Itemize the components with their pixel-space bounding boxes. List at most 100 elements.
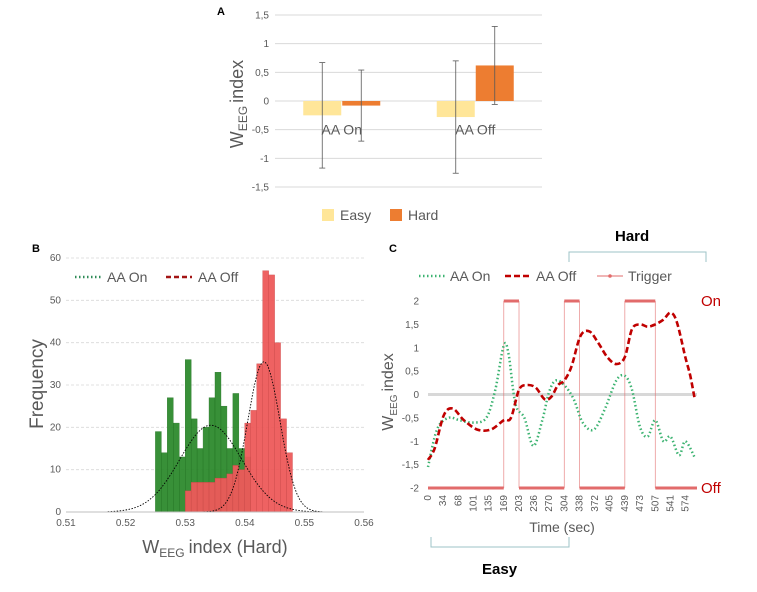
panel-b-histogram-bar [190, 482, 198, 513]
panel-c-x-tick-label: 405 [605, 495, 616, 512]
panel-c-off-label: Off [701, 480, 722, 497]
panel-a-legend: Easy Hard [322, 207, 438, 223]
panel-c-x-tick-label: 439 [620, 495, 631, 512]
panel-a-y-tick-label: -0,5 [252, 125, 270, 136]
panel-a-category-label: AA Off [455, 122, 495, 138]
panel-b-histogram-bar [196, 482, 204, 513]
panel-a-y-tick-label: -1 [260, 154, 269, 165]
panel-c-y-tick-label: 2 [413, 297, 419, 308]
panel-c-x-tick-label: 541 [666, 495, 677, 512]
panel-b-axes: 60 50 40 30 20 10 00.51 0.52 0.53 0.54 0.55 0.56 [50, 253, 374, 529]
panel-c-easy-bracket [430, 537, 570, 548]
panel-b-histogram-bar [155, 431, 162, 513]
panel-a-y-tick-label: 0,5 [255, 68, 269, 79]
panel-b-fit-curve [107, 424, 328, 513]
panel-a-legend-swatch [390, 209, 402, 221]
panel-a-y-tick-label: 1,5 [255, 11, 269, 22]
panel-b-x-tick-label: 0.53 [175, 518, 195, 529]
panel-c-letter: C [389, 243, 397, 255]
panel-b-histogram-bar [208, 482, 216, 513]
panel-b-histogram-bar [173, 422, 180, 513]
panel-c-x-tick-label: 372 [590, 495, 601, 512]
panel-b-histogram-bars [155, 270, 293, 513]
panel-b-y-tick-label: 60 [50, 253, 62, 264]
panel-c-x-tick-label: 34 [438, 495, 449, 507]
panel-c-on-label: On [701, 293, 721, 310]
panel-b-x-tick-label: 0.54 [235, 518, 255, 529]
panel-c-y-tick-label: -0,5 [402, 413, 420, 424]
panel-b-letter: B [32, 243, 40, 255]
panel-b-histogram-bar [167, 397, 174, 513]
panel-c-legend: AA On AA Off Trigger [419, 268, 672, 284]
panel-b-histogram-bar [268, 274, 275, 513]
panel-a-y-axis-label: WEEGindex [227, 60, 250, 148]
panel-b-y-axis-label: Frequency [27, 339, 48, 429]
panel-c-x-tick-label: 473 [635, 495, 646, 512]
panel-a-category-labels: AA On AA Off [322, 122, 496, 138]
panel-b-histogram-bar [214, 477, 222, 513]
panel-a-legend-label: Easy [340, 207, 371, 223]
panel-b-x-axis-label: WEEG index (Hard) [142, 537, 287, 560]
panel-c-legend-label: Trigger [628, 268, 672, 284]
panel-c-x-tick-label: 169 [499, 495, 510, 512]
panel-b-histogram-bar [274, 342, 281, 513]
panel-b-histogram-bar [202, 482, 210, 513]
panel-b-x-tick-label: 0.51 [56, 518, 76, 529]
panel-c-x-axis-label: Time (sec) [529, 519, 595, 535]
panel-b-histogram-bar [262, 270, 269, 513]
panel-c-easy-label: Easy [482, 561, 518, 578]
panel-a-category-label: AA On [322, 122, 362, 138]
panel-c-series-aa-on [426, 341, 696, 468]
panel-b-histogram-bar [280, 418, 287, 513]
panel-b-histogram-bar [244, 422, 251, 513]
panel-a-y-ticks: 1,5 1 0,5 0 -0,5 -1 -1,5 [252, 11, 270, 194]
panel-c-x-tick-label: 507 [650, 495, 661, 512]
panel-b-histogram-bar [256, 363, 263, 513]
panel-c-legend-marker [608, 274, 612, 278]
panel-a-legend-swatch [322, 209, 334, 221]
panel-c-series-aa-off [426, 311, 697, 461]
panel-c-y-tick-label: 1 [413, 343, 419, 354]
panel-c-y-tick-label: -1 [410, 437, 419, 448]
panel-c-y-axis-label: WEEGindex [380, 353, 400, 430]
panel-b-histogram-bar [250, 410, 257, 513]
panel-c-legend-label: AA Off [536, 268, 576, 284]
panel-b-x-tick-label: 0.55 [295, 518, 315, 529]
panel-c-x-tick-label: 236 [529, 495, 540, 512]
panel-c-x-tick-label: 338 [575, 495, 586, 512]
panel-c-x-tick-label: 304 [559, 495, 570, 512]
panel-b-histogram-bar [161, 452, 168, 513]
panel-c-x-tick-label: 0 [423, 495, 434, 501]
panel-b-legend-label: AA Off [198, 269, 238, 285]
panel-b-y-tick-label: 0 [55, 507, 61, 518]
panel-b-histogram-bar [226, 473, 234, 513]
panel-c-x-ticks: 0 34 68 101 135 169 203 236 270 304 338 372 405 439 47… [423, 495, 691, 512]
panel-c: C 2 1,5 1 0,5 0 -0,5 -1 -1,5 -2 0 34 68 101 135 169 20… [380, 228, 722, 578]
panel-a-letter: A [217, 6, 225, 18]
panel-b-histogram-bar [184, 490, 192, 513]
panel-c-y-tick-label: 0,5 [405, 367, 419, 378]
panel-c-y-tick-label: 1,5 [405, 320, 419, 331]
panel-c-y-tick-label: -1,5 [402, 460, 420, 471]
panel-c-series [426, 299, 697, 490]
panel-c-x-tick-label: 270 [544, 495, 555, 512]
panel-a-bars [303, 26, 514, 174]
panel-a-y-tick-label: 1 [263, 39, 269, 50]
panel-b-y-tick-label: 20 [50, 422, 62, 433]
panel-a-y-tick-label: -1,5 [252, 183, 270, 194]
panel-c-y-ticks: 2 1,5 1 0,5 0 -0,5 -1 -1,5 -2 [402, 297, 420, 495]
panel-a: A 1,5 1 0,5 0 -0,5 -1 -1,5 AA On AA Off WEEGind… [217, 6, 542, 223]
panel-b-x-tick-label: 0.56 [354, 518, 374, 529]
panel-a-legend-label: Hard [408, 207, 438, 223]
panel-c-x-tick-label: 135 [484, 495, 495, 512]
panel-c-y-tick-label: -2 [410, 484, 419, 495]
panel-a-y-tick-label: 0 [263, 97, 269, 108]
panel-c-legend-label: AA On [450, 268, 490, 284]
panel-b-y-tick-label: 50 [50, 295, 62, 306]
panel-b-legend: AA On AA Off [75, 269, 238, 285]
panel-b-histogram-bar [184, 359, 192, 513]
panel-b-histogram-bar [179, 456, 186, 513]
panel-c-x-tick-label: 574 [680, 495, 691, 512]
